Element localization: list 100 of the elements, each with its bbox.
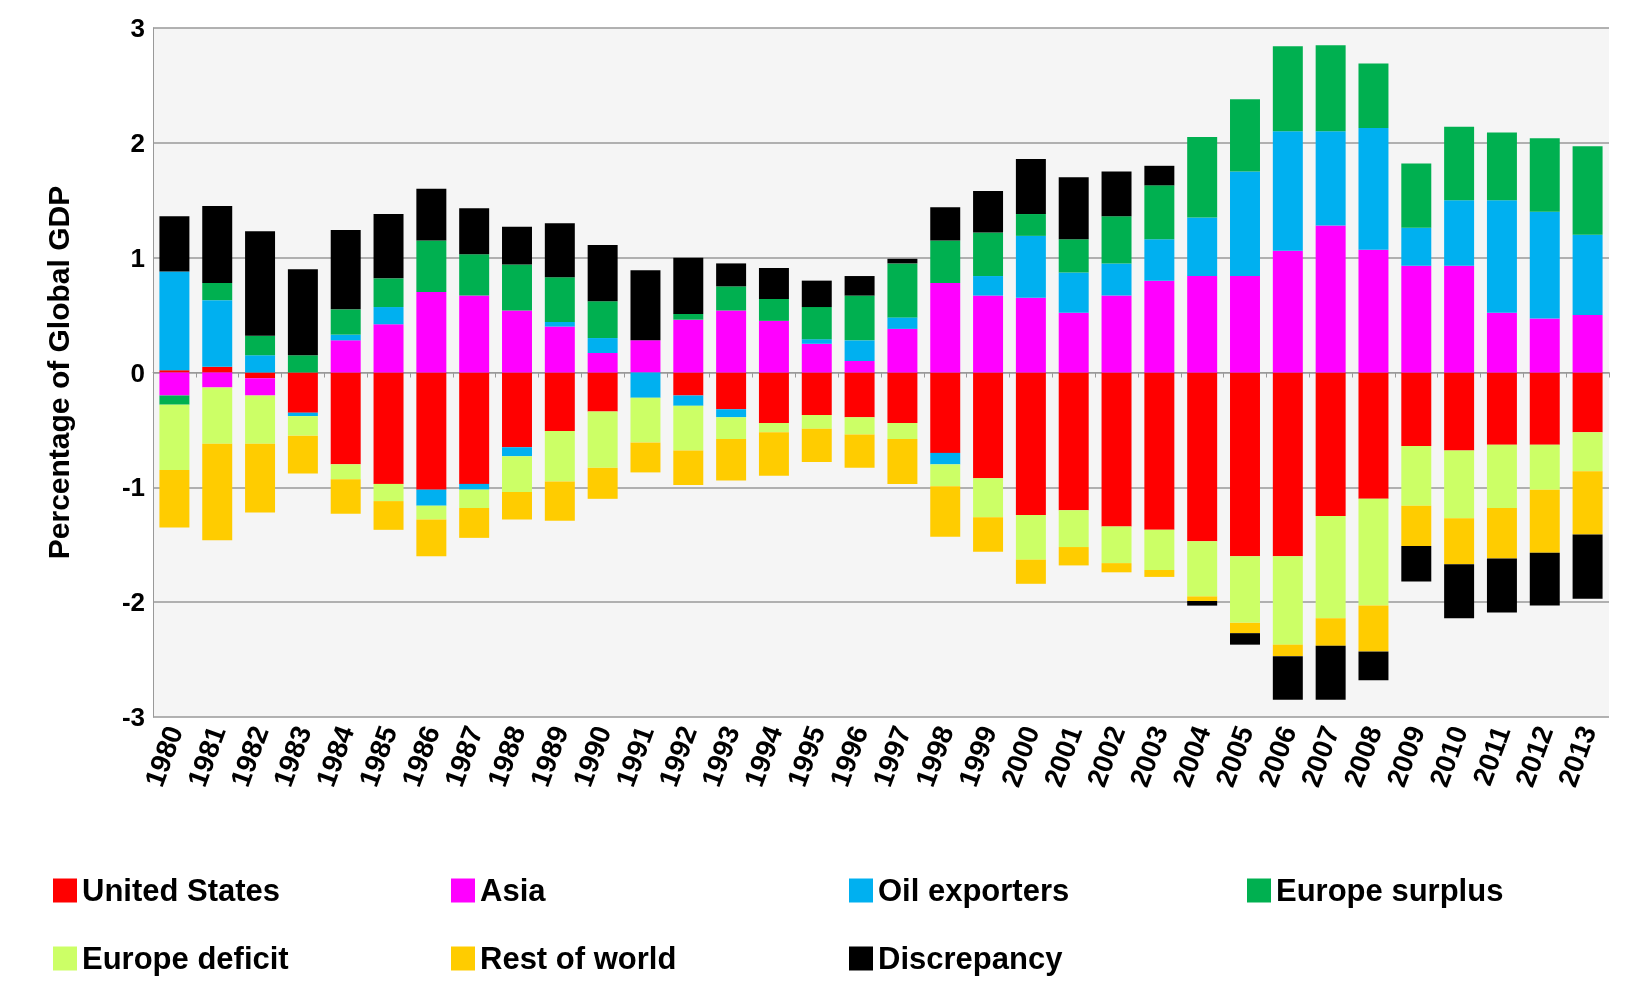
bar — [1315, 645, 1346, 700]
bar — [330, 340, 361, 373]
bar — [373, 307, 404, 325]
bar — [716, 372, 747, 410]
bar — [1230, 276, 1260, 373]
bar — [373, 324, 404, 373]
bar — [1401, 445, 1432, 506]
bar — [159, 404, 190, 471]
bar — [502, 226, 532, 265]
bar — [887, 263, 918, 318]
bar — [1272, 556, 1303, 645]
bar — [673, 405, 704, 451]
bar — [544, 481, 575, 521]
bar — [1315, 225, 1346, 373]
bar — [1315, 618, 1346, 646]
legend-label: Europe surplus — [1276, 873, 1504, 908]
bar — [1529, 138, 1560, 212]
bar — [630, 372, 661, 398]
bar — [801, 428, 832, 463]
bar — [1144, 372, 1175, 530]
bar — [1358, 63, 1389, 128]
bar — [373, 483, 404, 502]
bar — [502, 447, 532, 457]
bar — [544, 223, 575, 278]
bar — [587, 338, 618, 353]
bar — [459, 295, 490, 373]
x-tick-label: 1984 — [309, 721, 361, 791]
bar — [1101, 263, 1132, 296]
bar — [1230, 622, 1260, 634]
bar — [287, 435, 318, 474]
bar — [844, 361, 875, 373]
bar — [1444, 564, 1475, 619]
bar — [673, 257, 704, 314]
bar — [844, 276, 875, 296]
bar — [1187, 217, 1218, 277]
bar — [1144, 529, 1175, 571]
bar — [502, 310, 532, 373]
bar — [1187, 596, 1218, 602]
y-axis-title: Percentage of Global GDP — [41, 185, 75, 560]
bar — [1230, 633, 1260, 645]
bar — [1572, 471, 1603, 535]
bar — [587, 411, 618, 468]
bar — [1486, 132, 1517, 201]
bar — [1444, 200, 1475, 266]
bar — [1358, 605, 1389, 652]
bar — [887, 328, 918, 373]
bar — [973, 295, 1004, 373]
bar — [887, 372, 918, 424]
x-tick-label: 1981 — [181, 721, 232, 791]
bar — [1101, 171, 1132, 217]
bar — [159, 370, 190, 373]
bar — [844, 340, 875, 362]
bar — [416, 188, 447, 241]
bar — [1401, 265, 1432, 373]
bar — [716, 409, 747, 418]
bar — [544, 321, 575, 327]
bar — [330, 309, 361, 335]
bar — [1015, 559, 1046, 584]
bar — [159, 372, 190, 396]
x-tick-label: 1994 — [738, 721, 789, 791]
bar — [1101, 372, 1132, 527]
bar — [202, 300, 233, 367]
bar — [1058, 547, 1089, 566]
bar — [930, 240, 961, 283]
bar — [287, 416, 318, 436]
bar — [1572, 315, 1603, 373]
y-tick-label: 0 — [130, 357, 145, 388]
bar — [1101, 295, 1132, 373]
bar — [159, 470, 190, 528]
bar — [416, 372, 447, 490]
bar — [202, 366, 233, 373]
bar — [502, 491, 532, 520]
bar — [1444, 450, 1475, 519]
y-tick-label: 2 — [130, 127, 145, 158]
bar — [373, 214, 404, 279]
bar — [758, 268, 789, 300]
bar — [1144, 280, 1175, 373]
bar — [887, 439, 918, 484]
bar — [245, 355, 276, 373]
bar — [330, 479, 361, 514]
legend-label: Europe deficit — [82, 941, 289, 976]
bar — [973, 478, 1004, 518]
bar — [716, 263, 747, 287]
bar — [844, 417, 875, 435]
bar — [930, 452, 961, 465]
bar — [716, 439, 747, 481]
bar — [1015, 158, 1046, 215]
bar — [1230, 372, 1260, 557]
bar — [1315, 131, 1346, 226]
bar — [930, 282, 961, 373]
bar — [416, 489, 447, 506]
bar — [330, 372, 361, 465]
bar — [1015, 214, 1046, 236]
bar — [630, 340, 661, 373]
bar — [330, 464, 361, 480]
legend-label: Rest of world — [480, 941, 677, 976]
bar — [1358, 651, 1389, 681]
bar — [973, 191, 1004, 233]
bar — [287, 269, 318, 356]
bar — [758, 372, 789, 424]
